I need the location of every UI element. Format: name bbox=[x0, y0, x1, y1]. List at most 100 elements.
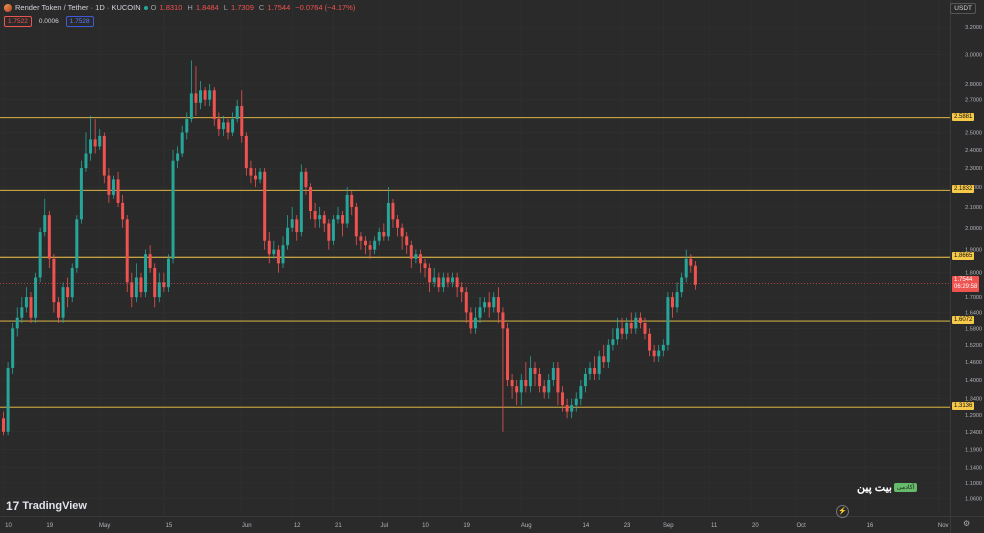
candle bbox=[341, 211, 345, 237]
candle-body bbox=[501, 312, 505, 329]
candle bbox=[157, 272, 161, 303]
candle bbox=[446, 272, 450, 288]
candle bbox=[244, 132, 248, 176]
candle bbox=[217, 112, 221, 136]
price-tick-label: 1.2900 bbox=[965, 413, 982, 419]
bar-countdown: 06:29:58 bbox=[954, 283, 978, 290]
candle-body bbox=[496, 297, 500, 313]
candle-body bbox=[519, 379, 523, 393]
high-label: H bbox=[187, 3, 193, 12]
candle bbox=[15, 307, 19, 337]
candle bbox=[2, 411, 5, 436]
candlestick-chart[interactable] bbox=[0, 0, 950, 516]
candle bbox=[308, 183, 312, 220]
candle-body bbox=[629, 322, 633, 329]
candle-body bbox=[318, 215, 322, 220]
candle bbox=[405, 232, 409, 255]
candle bbox=[354, 202, 358, 246]
candle-body bbox=[75, 219, 79, 269]
candle-body bbox=[162, 282, 166, 288]
candle-body bbox=[189, 93, 193, 120]
candle-body bbox=[231, 119, 235, 133]
candle-body bbox=[588, 367, 592, 374]
price-tick-label: 2.0000 bbox=[965, 226, 982, 232]
sell-button[interactable]: 1.7522 bbox=[4, 16, 32, 27]
candle bbox=[93, 119, 97, 154]
candle bbox=[652, 344, 656, 363]
candle-body bbox=[111, 179, 115, 195]
candle-body bbox=[107, 175, 111, 195]
candle-body bbox=[556, 367, 560, 393]
candle bbox=[533, 362, 537, 387]
currency-selector[interactable]: USDT bbox=[950, 3, 976, 14]
level-price-tag: 1.8665 bbox=[952, 252, 975, 261]
candle bbox=[506, 322, 510, 387]
candle-body bbox=[428, 268, 432, 283]
lightning-icon[interactable]: ⚡ bbox=[836, 505, 849, 518]
buy-button[interactable]: 1.7528 bbox=[65, 16, 94, 27]
change-value: −0.0764 (−4.17%) bbox=[295, 3, 356, 12]
settings-gear-icon[interactable]: ⚙ bbox=[963, 519, 971, 528]
candle-body bbox=[180, 132, 184, 154]
price-tick-label: 1.4600 bbox=[965, 360, 982, 366]
time-tick-label: 21 bbox=[335, 523, 342, 529]
time-axis[interactable]: 10 19 May 15 Jun 12 21 Jul 10 19 Aug 14 23 Sep 11 20 Oct… bbox=[0, 516, 950, 533]
candle-body bbox=[615, 328, 619, 340]
candle-body bbox=[304, 171, 308, 188]
candle bbox=[538, 367, 542, 393]
candle-body bbox=[492, 297, 496, 308]
candle bbox=[318, 206, 322, 228]
candle bbox=[515, 379, 519, 406]
candle-body bbox=[350, 194, 354, 207]
candle-body bbox=[506, 328, 510, 380]
candle-body bbox=[565, 405, 569, 412]
candle-body bbox=[432, 277, 436, 283]
time-tick-label: 16 bbox=[867, 523, 874, 529]
candle bbox=[61, 282, 65, 323]
level-price-tag: 2.1832 bbox=[952, 185, 975, 194]
candle-body bbox=[322, 215, 326, 224]
candle bbox=[350, 190, 354, 216]
render-token-icon bbox=[4, 3, 12, 12]
candle bbox=[70, 263, 74, 303]
candle bbox=[199, 81, 203, 110]
candle bbox=[391, 198, 395, 228]
symbol-title[interactable]: Render Token / Tether · 1D · KUCOIN bbox=[15, 3, 141, 12]
candle-body bbox=[121, 202, 125, 220]
chart-area[interactable] bbox=[0, 0, 950, 516]
candle-body bbox=[66, 287, 70, 298]
candle-body bbox=[166, 258, 170, 288]
candle bbox=[212, 87, 216, 126]
candle-body bbox=[56, 302, 60, 318]
candle bbox=[377, 227, 381, 246]
candle-body bbox=[263, 171, 267, 241]
close-label: C bbox=[258, 3, 265, 12]
candle-body bbox=[487, 302, 491, 308]
candle-body bbox=[542, 386, 546, 393]
candle bbox=[428, 263, 432, 293]
candle-body bbox=[98, 135, 102, 147]
price-tick-label: 1.1400 bbox=[965, 466, 982, 472]
candle-body bbox=[515, 386, 519, 393]
candle-body bbox=[221, 122, 225, 130]
candle bbox=[327, 219, 331, 250]
time-tick-label: 23 bbox=[624, 523, 631, 529]
price-tick-label: 2.7000 bbox=[965, 98, 982, 104]
candle-body bbox=[134, 277, 138, 298]
candle-body bbox=[308, 187, 312, 212]
tradingview-logo[interactable]: 17 TradingView bbox=[6, 499, 87, 513]
candle bbox=[116, 171, 120, 207]
candle bbox=[139, 272, 143, 298]
candle bbox=[336, 206, 340, 224]
candle bbox=[263, 168, 267, 250]
candle-body bbox=[483, 302, 487, 308]
candle-body bbox=[29, 297, 33, 318]
candle-body bbox=[267, 240, 271, 255]
candle bbox=[693, 261, 697, 290]
price-tick-label: 1.5800 bbox=[965, 326, 982, 332]
candle-body bbox=[437, 277, 441, 288]
open-value: 1.8310 bbox=[159, 3, 183, 12]
candle-body bbox=[116, 179, 120, 203]
candle bbox=[322, 211, 326, 233]
candle bbox=[561, 386, 565, 412]
